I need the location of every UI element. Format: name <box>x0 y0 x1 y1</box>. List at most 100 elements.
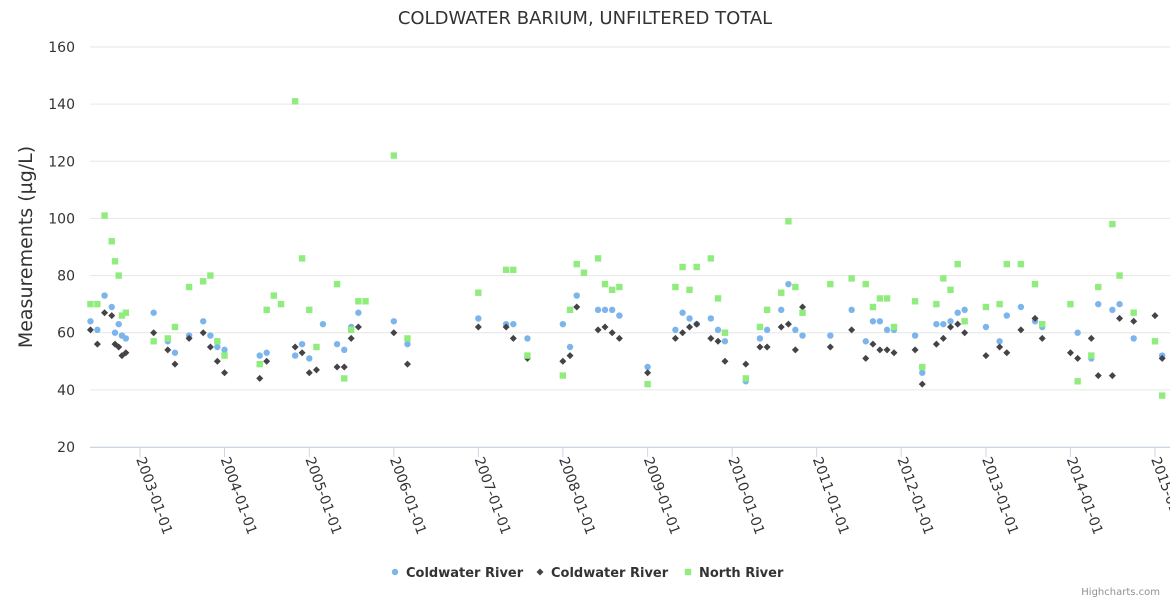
coldwater-river-series-1-point[interactable] <box>679 310 685 316</box>
north-river-series-point[interactable] <box>200 278 206 284</box>
north-river-series-point[interactable] <box>644 381 650 387</box>
coldwater-river-series-1-point[interactable] <box>510 321 516 327</box>
coldwater-river-series-1-point[interactable] <box>87 318 93 324</box>
north-river-series-point[interactable] <box>112 258 118 264</box>
north-river-series-point[interactable] <box>595 255 601 261</box>
north-river-series-point[interactable] <box>257 361 263 367</box>
north-river-series-point[interactable] <box>524 352 530 358</box>
north-river-series-point[interactable] <box>1159 392 1165 398</box>
north-river-series-point[interactable] <box>567 307 573 313</box>
coldwater-river-series-1-point[interactable] <box>299 341 305 347</box>
north-river-series-point[interactable] <box>778 290 784 296</box>
coldwater-river-series-1-point[interactable] <box>609 307 615 313</box>
north-river-series-point[interactable] <box>1039 321 1045 327</box>
north-river-series-point[interactable] <box>404 335 410 341</box>
coldwater-river-series-1-point[interactable] <box>109 304 115 310</box>
north-river-series-point[interactable] <box>616 284 622 290</box>
coldwater-river-series-1-point[interactable] <box>292 352 298 358</box>
coldwater-river-series-1-point[interactable] <box>961 307 967 313</box>
north-river-series-point[interactable] <box>672 284 678 290</box>
north-river-series-point[interactable] <box>341 375 347 381</box>
north-river-series-point[interactable] <box>1074 378 1080 384</box>
north-river-series-point[interactable] <box>694 264 700 270</box>
coldwater-river-series-1-point[interactable] <box>933 321 939 327</box>
coldwater-river-series-1-point[interactable] <box>123 335 129 341</box>
north-river-series-point[interactable] <box>101 212 107 218</box>
north-river-series-point[interactable] <box>863 281 869 287</box>
coldwater-river-series-1-point[interactable] <box>715 327 721 333</box>
north-river-series-point[interactable] <box>94 301 100 307</box>
coldwater-river-series-1-point[interactable] <box>616 312 622 318</box>
north-river-series-point[interactable] <box>912 298 918 304</box>
coldwater-river-series-1-point[interactable] <box>1004 312 1010 318</box>
coldwater-river-series-1-point[interactable] <box>1130 335 1136 341</box>
coldwater-river-series-1-point[interactable] <box>404 341 410 347</box>
coldwater-river-series-1-point[interactable] <box>757 335 763 341</box>
north-river-series-point[interactable] <box>510 267 516 273</box>
coldwater-river-series-1-point[interactable] <box>355 310 361 316</box>
north-river-series-point[interactable] <box>1067 301 1073 307</box>
north-river-series-point[interactable] <box>1032 281 1038 287</box>
legend-marker[interactable] <box>685 569 691 575</box>
north-river-series-point[interactable] <box>391 152 397 158</box>
north-river-series-point[interactable] <box>848 275 854 281</box>
legend-marker[interactable] <box>392 569 398 575</box>
north-river-series-point[interactable] <box>1004 261 1010 267</box>
north-river-series-point[interactable] <box>475 290 481 296</box>
north-river-series-point[interactable] <box>877 295 883 301</box>
coldwater-river-series-1-point[interactable] <box>792 327 798 333</box>
north-river-series-point[interactable] <box>278 301 284 307</box>
north-river-series-point[interactable] <box>1152 338 1158 344</box>
coldwater-river-series-1-point[interactable] <box>863 338 869 344</box>
north-river-series-point[interactable] <box>743 375 749 381</box>
coldwater-river-series-1-point[interactable] <box>1116 301 1122 307</box>
coldwater-river-series-1-point[interactable] <box>524 335 530 341</box>
north-river-series-point[interactable] <box>1018 261 1024 267</box>
north-river-series-point[interactable] <box>940 275 946 281</box>
coldwater-river-series-1-point[interactable] <box>1074 330 1080 336</box>
north-river-series-point[interactable] <box>221 352 227 358</box>
coldwater-river-series-1-point[interactable] <box>263 350 269 356</box>
coldwater-river-series-1-point[interactable] <box>101 292 107 298</box>
north-river-series-point[interactable] <box>679 264 685 270</box>
coldwater-river-series-1-point[interactable] <box>560 321 566 327</box>
north-river-series-point[interactable] <box>172 324 178 330</box>
north-river-series-point[interactable] <box>884 295 890 301</box>
coldwater-river-series-1-point[interactable] <box>785 281 791 287</box>
north-river-series-point[interactable] <box>214 338 220 344</box>
coldwater-river-series-1-point[interactable] <box>320 321 326 327</box>
coldwater-river-series-1-point[interactable] <box>200 318 206 324</box>
north-river-series-point[interactable] <box>722 330 728 336</box>
north-river-series-point[interactable] <box>954 261 960 267</box>
coldwater-river-series-1-point[interactable] <box>475 315 481 321</box>
coldwater-river-series-1-point[interactable] <box>567 344 573 350</box>
coldwater-river-series-1-point[interactable] <box>602 307 608 313</box>
coldwater-river-series-1-point[interactable] <box>112 330 118 336</box>
coldwater-river-series-1-point[interactable] <box>574 292 580 298</box>
north-river-series-point[interactable] <box>792 284 798 290</box>
north-river-series-point[interactable] <box>207 272 213 278</box>
coldwater-river-series-1-point[interactable] <box>870 318 876 324</box>
coldwater-river-series-1-point[interactable] <box>884 327 890 333</box>
coldwater-river-series-1-point[interactable] <box>1109 307 1115 313</box>
north-river-series-point[interactable] <box>870 304 876 310</box>
north-river-series-point[interactable] <box>602 281 608 287</box>
north-river-series-point[interactable] <box>757 324 763 330</box>
coldwater-river-series-1-point[interactable] <box>221 347 227 353</box>
north-river-series-point[interactable] <box>686 287 692 293</box>
legend-item-north-river-series[interactable]: North River <box>685 566 784 581</box>
north-river-series-point[interactable] <box>1095 284 1101 290</box>
legend-item-coldwater-river-series-2[interactable]: Coldwater River <box>537 566 669 581</box>
north-river-series-point[interactable] <box>362 298 368 304</box>
coldwater-river-series-1-point[interactable] <box>595 307 601 313</box>
north-river-series-point[interactable] <box>715 295 721 301</box>
north-river-series-point[interactable] <box>609 287 615 293</box>
coldwater-river-series-1-point[interactable] <box>686 315 692 321</box>
coldwater-river-series-1-point[interactable] <box>672 327 678 333</box>
north-river-series-point[interactable] <box>306 307 312 313</box>
north-river-series-point[interactable] <box>355 298 361 304</box>
north-river-series-point[interactable] <box>1088 352 1094 358</box>
north-river-series-point[interactable] <box>87 301 93 307</box>
north-river-series-point[interactable] <box>891 324 897 330</box>
north-river-series-point[interactable] <box>165 335 171 341</box>
